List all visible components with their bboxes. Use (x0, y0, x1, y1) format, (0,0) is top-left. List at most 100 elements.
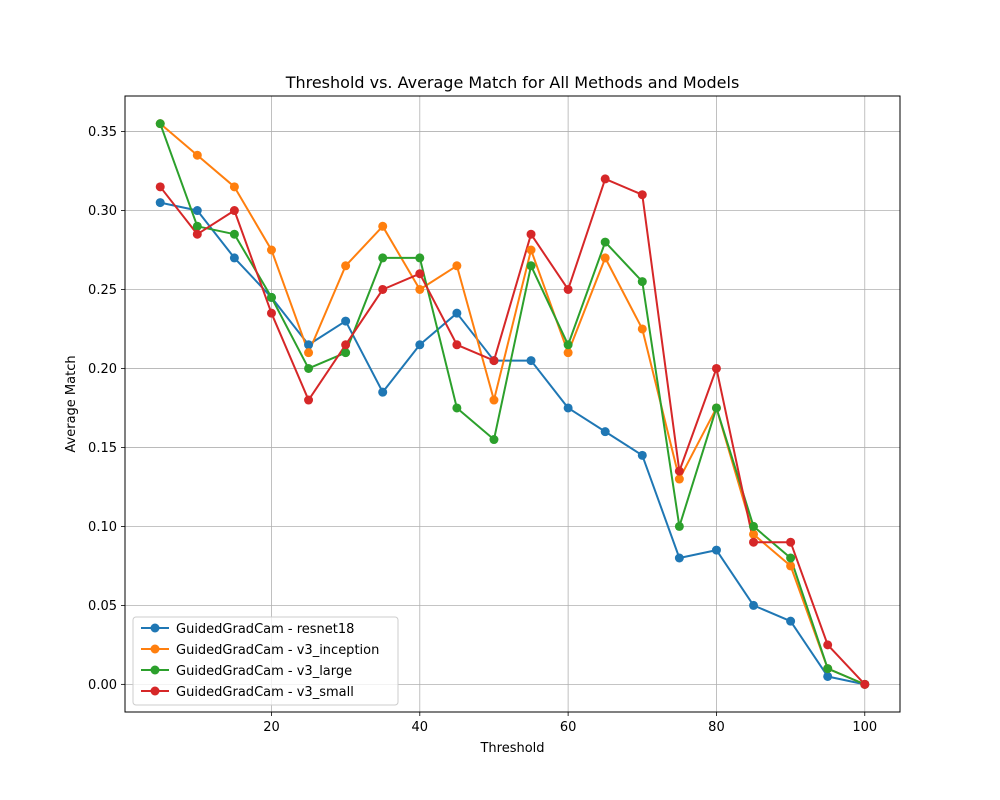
chart-title: Threshold vs. Average Match for All Meth… (285, 73, 740, 92)
data-point-series-2 (341, 348, 351, 358)
data-point-series-0 (526, 356, 536, 366)
legend-label: GuidedGradCam - v3_inception (176, 643, 379, 658)
data-point-series-2 (229, 229, 239, 239)
data-point-series-3 (860, 679, 870, 689)
y-tick-label: 0.20 (88, 362, 117, 377)
data-point-series-0 (341, 316, 351, 326)
data-point-series-2 (637, 277, 647, 287)
data-point-series-0 (304, 340, 314, 350)
data-point-series-3 (304, 395, 314, 405)
data-point-series-2 (489, 435, 499, 445)
data-point-series-1 (341, 261, 351, 271)
data-point-series-2 (674, 521, 684, 531)
data-point-series-2 (304, 363, 314, 373)
data-point-series-3 (637, 190, 647, 200)
series-line-3 (159, 177, 866, 686)
data-point-series-3 (415, 269, 425, 279)
data-point-series-2 (378, 253, 388, 263)
data-point-series-0 (600, 427, 610, 437)
data-point-series-2 (415, 253, 425, 263)
data-point-series-2 (526, 261, 536, 271)
data-point-series-0 (637, 450, 647, 460)
data-point-series-2 (192, 221, 202, 231)
data-point-series-1 (786, 561, 796, 571)
data-point-series-1 (600, 253, 610, 263)
data-point-series-3 (526, 229, 536, 239)
x-tick-label: 60 (560, 720, 577, 735)
y-axis-ticks: 0.00 0.05 0.10 0.15 0.20 0.25 0.30 0.35 (88, 125, 125, 693)
data-point-series-0 (192, 206, 202, 216)
data-point-series-0 (415, 340, 425, 350)
y-tick-label: 0.30 (88, 204, 117, 219)
legend: GuidedGradCam - resnet18 GuidedGradCam - … (132, 616, 399, 706)
data-point-series-0 (749, 600, 759, 610)
data-point-series-0 (786, 616, 796, 626)
data-point-series-1 (563, 348, 573, 358)
x-tick-label: 80 (708, 720, 725, 735)
y-tick-label: 0.35 (88, 125, 117, 140)
data-point-series-3 (563, 284, 573, 294)
data-point-series-3 (378, 284, 388, 294)
data-point-series-1 (415, 284, 425, 294)
y-tick-label: 0.25 (88, 283, 117, 298)
data-point-series-0 (823, 671, 833, 681)
data-point-series-2 (823, 664, 833, 674)
x-tick-label: 20 (263, 720, 280, 735)
data-point-series-1 (192, 150, 202, 160)
data-point-series-2 (711, 403, 721, 413)
data-point-series-1 (304, 348, 314, 358)
data-point-series-0 (563, 403, 573, 413)
data-point-series-2 (155, 119, 165, 129)
y-axis-label: Average Match (64, 355, 79, 452)
legend-label: GuidedGradCam - v3_large (176, 664, 352, 679)
data-point-series-0 (229, 253, 239, 263)
data-point-series-2 (749, 521, 759, 531)
legend-marker (150, 686, 160, 696)
plot-frame (124, 95, 901, 713)
legend-label: GuidedGradCam - resnet18 (176, 622, 354, 637)
data-point-series-0 (378, 387, 388, 397)
data-point-series-3 (786, 537, 796, 547)
series-lines (159, 122, 866, 686)
y-tick-label: 0.15 (88, 441, 117, 456)
data-point-series-2 (266, 292, 276, 302)
data-point-series-3 (674, 466, 684, 476)
data-point-series-1 (266, 245, 276, 255)
legend-box (132, 616, 399, 706)
data-point-series-1 (526, 245, 536, 255)
y-tick-label: 0.00 (88, 678, 117, 693)
data-point-series-3 (711, 363, 721, 373)
series-line-0 (160, 201, 865, 686)
legend-marker (150, 623, 160, 633)
y-tick-label: 0.10 (88, 520, 117, 535)
series-markers (155, 119, 870, 689)
data-point-series-1 (674, 474, 684, 484)
data-point-series-3 (192, 229, 202, 239)
data-point-series-2 (563, 340, 573, 350)
legend-marker (150, 665, 160, 675)
data-point-series-1 (489, 395, 499, 405)
x-axis-ticks: 20 40 60 80 100 (263, 712, 877, 735)
data-point-series-3 (823, 640, 833, 650)
data-point-series-3 (749, 537, 759, 547)
legend-marker (150, 644, 160, 654)
data-point-series-0 (155, 198, 165, 208)
data-point-series-2 (600, 237, 610, 247)
data-point-series-3 (155, 182, 165, 192)
data-point-series-2 (452, 403, 462, 413)
data-point-series-1 (637, 324, 647, 334)
data-point-series-0 (452, 308, 462, 318)
data-point-series-1 (452, 261, 462, 271)
data-point-series-3 (341, 340, 351, 350)
data-point-series-3 (452, 340, 462, 350)
data-point-series-2 (786, 553, 796, 563)
data-point-series-3 (489, 356, 499, 366)
data-point-series-1 (229, 182, 239, 192)
data-point-series-1 (749, 529, 759, 539)
data-point-series-3 (600, 174, 610, 184)
series-line-2 (159, 123, 866, 686)
data-point-series-0 (711, 545, 721, 555)
legend-label: GuidedGradCam - v3_small (176, 685, 354, 700)
x-tick-label: 100 (852, 720, 877, 735)
